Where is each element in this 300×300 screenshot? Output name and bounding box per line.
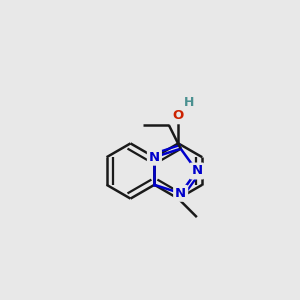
Text: N: N xyxy=(191,164,203,178)
Text: N: N xyxy=(149,151,160,164)
Text: N: N xyxy=(175,187,186,200)
Text: H: H xyxy=(184,95,194,109)
Text: O: O xyxy=(173,109,184,122)
